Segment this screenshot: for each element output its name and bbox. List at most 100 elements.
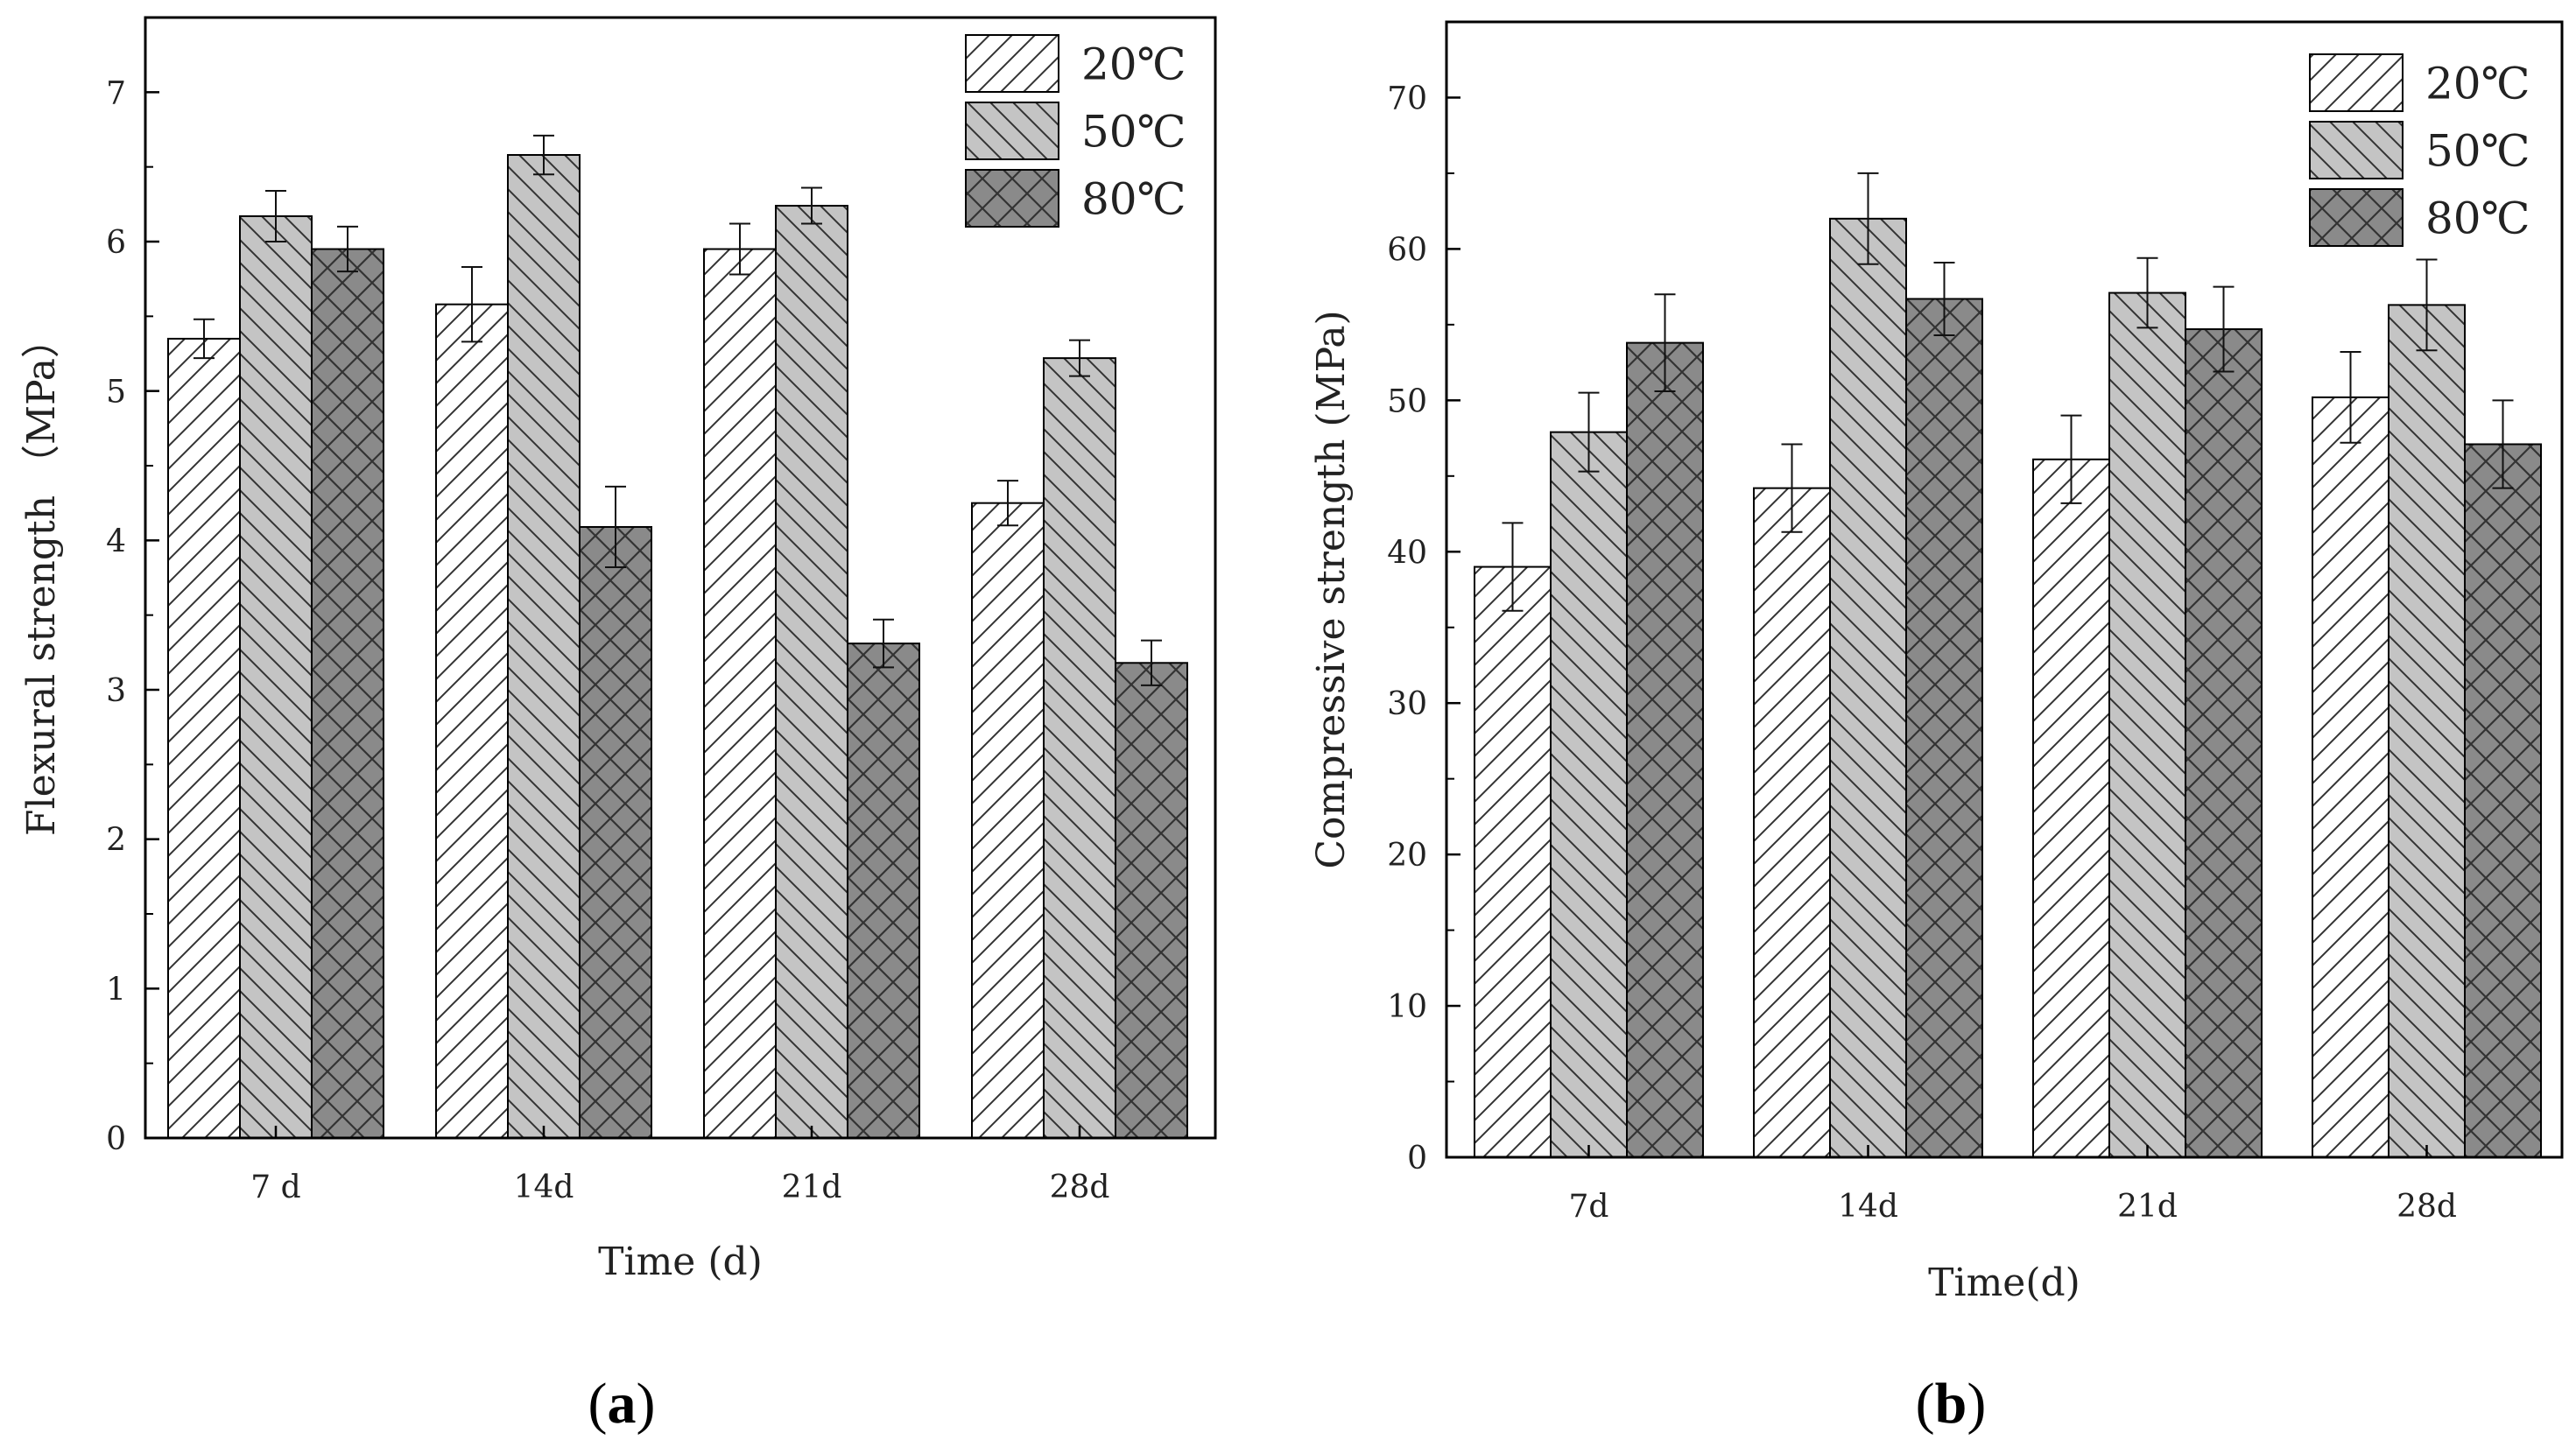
panel-b-x-axis: 7d 14d 21d 28d — [1569, 1145, 2457, 1225]
legend-label: 50℃ — [2425, 126, 2530, 177]
bar-20c-21d — [2032, 458, 2110, 1158]
error-bar — [1654, 293, 1676, 392]
bar-80c-7d — [311, 248, 384, 1139]
y-tick-label: 6 — [106, 225, 126, 261]
x-tick-label: 14d — [514, 1170, 574, 1205]
y-tick-label: 10 — [1387, 989, 1427, 1025]
panel-b-plot-frame — [1445, 20, 2564, 1159]
y-tick-label: 40 — [1387, 535, 1427, 571]
panel-a-y-axis: 0 1 2 3 4 5 6 7 — [106, 17, 159, 1157]
bar-80c-28d — [1115, 662, 1188, 1139]
error-bar — [2136, 256, 2158, 329]
bar-20c-7d — [167, 337, 241, 1139]
bar-50c-28d — [1043, 357, 1116, 1139]
y-tick-label: 2 — [106, 823, 126, 859]
bar-50c-7d — [1550, 431, 1628, 1158]
panel-b-y-axis: 0 10 20 30 40 50 60 70 — [1387, 21, 1460, 1177]
y-tick-label: 7 — [106, 75, 126, 111]
y-tick-label: 3 — [106, 673, 126, 709]
error-bar — [2416, 258, 2438, 352]
bar-50c-14d — [507, 154, 581, 1140]
error-bar — [2492, 399, 2514, 489]
legend-label: 50℃ — [1081, 107, 1186, 158]
caption-a: (a) — [588, 1372, 656, 1436]
y-tick-label: 50 — [1387, 383, 1427, 419]
panel-b-x-axis-title: Time(d) — [1928, 1261, 2080, 1305]
bar-20c-14d — [435, 303, 509, 1139]
panel-a-plot-frame — [144, 16, 1217, 1140]
bar-50c-21d — [775, 205, 848, 1139]
bar-80c-21d — [2185, 328, 2263, 1158]
bar-50c-14d — [1829, 217, 1907, 1158]
legend-swatch — [2309, 121, 2404, 179]
x-tick-label: 14d — [1838, 1189, 1898, 1225]
error-bar — [605, 485, 626, 569]
panel-b-legend: 20℃ 50℃ 80℃ — [2309, 53, 2530, 247]
x-tick-label: 7 d — [250, 1170, 300, 1205]
bar-20c-14d — [1753, 487, 1831, 1158]
error-bar — [533, 134, 554, 176]
caption-b-letter: b — [1935, 1372, 1967, 1436]
panel-b-bars — [1474, 217, 2542, 1159]
x-tick-label: 21d — [2117, 1189, 2178, 1225]
error-bar — [873, 618, 894, 669]
panel-a-legend: 20℃ 50℃ 80℃ — [965, 34, 1186, 228]
legend-swatch — [2309, 53, 2404, 112]
y-tick-label: 5 — [106, 375, 126, 411]
error-bar — [997, 480, 1018, 527]
legend-label: 80℃ — [1081, 174, 1186, 225]
legend-label: 20℃ — [1081, 39, 1186, 90]
panel-a-flexural-chart: 0 1 2 3 4 5 6 7 7 d 14d 21d 28d 20℃ 50℃ 80℃ Time (d)… — [19, 16, 1217, 1284]
x-tick-label: 7d — [1569, 1189, 1609, 1225]
error-bar — [2340, 350, 2361, 444]
error-bar — [337, 225, 358, 273]
y-tick-label: 30 — [1387, 686, 1427, 722]
y-tick-label: 0 — [1407, 1141, 1427, 1177]
legend-label: 20℃ — [2425, 59, 2530, 109]
x-tick-label: 28d — [1050, 1170, 1110, 1205]
error-bar — [2060, 414, 2082, 504]
bar-80c-14d — [1905, 298, 1983, 1158]
error-bar — [1933, 261, 1955, 336]
bar-50c-7d — [239, 214, 313, 1139]
bar-50c-21d — [2108, 292, 2186, 1158]
y-tick-label: 60 — [1387, 232, 1427, 268]
legend-swatch — [965, 102, 1059, 160]
caption-a-letter: a — [608, 1372, 637, 1436]
y-tick-label: 1 — [106, 972, 126, 1008]
caption-b: (b) — [1916, 1372, 1987, 1436]
panel-a-x-axis-title: Time (d) — [598, 1240, 763, 1284]
panel-a-bars — [167, 154, 1188, 1140]
error-bar — [265, 189, 286, 242]
panel-a-x-axis: 7 d 14d 21d 28d — [250, 1126, 1109, 1205]
error-bar — [1857, 172, 1879, 265]
y-tick-label: 20 — [1387, 838, 1427, 874]
legend-swatch — [2309, 188, 2404, 247]
error-bar — [461, 266, 482, 343]
y-tick-label: 70 — [1387, 81, 1427, 116]
bar-20c-7d — [1474, 565, 1552, 1158]
bar-20c-21d — [703, 248, 777, 1139]
bar-20c-28d — [971, 502, 1045, 1139]
bar-80c-14d — [579, 525, 652, 1139]
error-bar — [1578, 391, 1600, 473]
error-bar — [1502, 522, 1524, 612]
error-bar — [729, 222, 750, 276]
error-bar — [2213, 285, 2235, 373]
panel-b-y-axis-title: Compressive strength (MPa) — [1309, 310, 1354, 868]
panel-a-error-bars — [194, 134, 1162, 686]
legend-swatch — [965, 169, 1059, 228]
panel-a-y-axis-title: Flexural strength （MPa） — [19, 320, 64, 836]
error-bar — [801, 186, 822, 225]
x-tick-label: 21d — [782, 1170, 842, 1205]
y-tick-label: 4 — [106, 523, 126, 559]
bar-80c-21d — [847, 643, 920, 1139]
error-bar — [1069, 339, 1090, 377]
legend-label: 80℃ — [2425, 193, 2530, 244]
legend-swatch — [965, 34, 1059, 93]
bar-20c-28d — [2312, 396, 2389, 1158]
bar-80c-28d — [2464, 443, 2542, 1158]
bar-80c-7d — [1626, 341, 1704, 1158]
bar-50c-28d — [2388, 304, 2466, 1159]
